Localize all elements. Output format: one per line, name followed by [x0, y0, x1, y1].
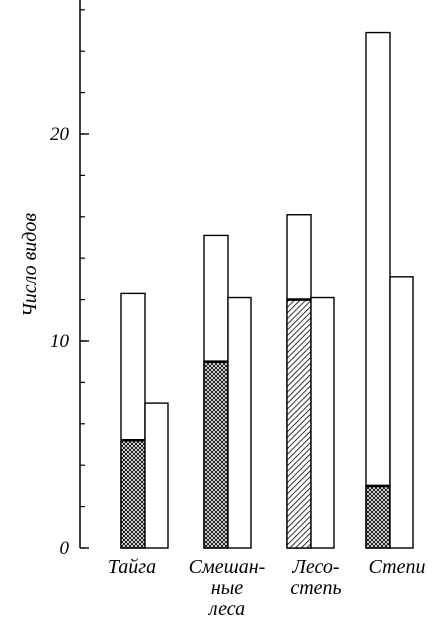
bars: [120, 31, 414, 549]
y-axis-label: Число видов: [19, 213, 41, 317]
category-label: ные: [211, 577, 243, 599]
bar-shaded: [286, 298, 312, 549]
bar-second: [144, 402, 169, 549]
bar-second: [389, 276, 414, 549]
category-label: Степи: [369, 556, 426, 578]
bar-shaded: [120, 439, 146, 549]
bar-second: [310, 296, 335, 549]
bar-group: [365, 31, 414, 549]
y-tick-label: 10: [50, 331, 70, 352]
bar-second: [227, 296, 252, 549]
category-label: леса: [208, 598, 245, 619]
category-label: Лесо-: [291, 556, 339, 578]
y-tick-label: 0: [60, 538, 70, 559]
y-tick-label: 20: [50, 124, 70, 145]
category-label: степь: [290, 577, 341, 599]
bar-group: [286, 214, 335, 549]
bar-group: [120, 292, 169, 549]
bar-group: [203, 234, 252, 549]
bar-total: [365, 31, 391, 549]
y-axis: 0 10 20: [50, 0, 89, 559]
bar-shaded: [203, 361, 229, 549]
bar-shaded: [365, 485, 391, 549]
category-label: Тайга: [108, 556, 156, 578]
category-label: Смешан-: [189, 556, 266, 578]
